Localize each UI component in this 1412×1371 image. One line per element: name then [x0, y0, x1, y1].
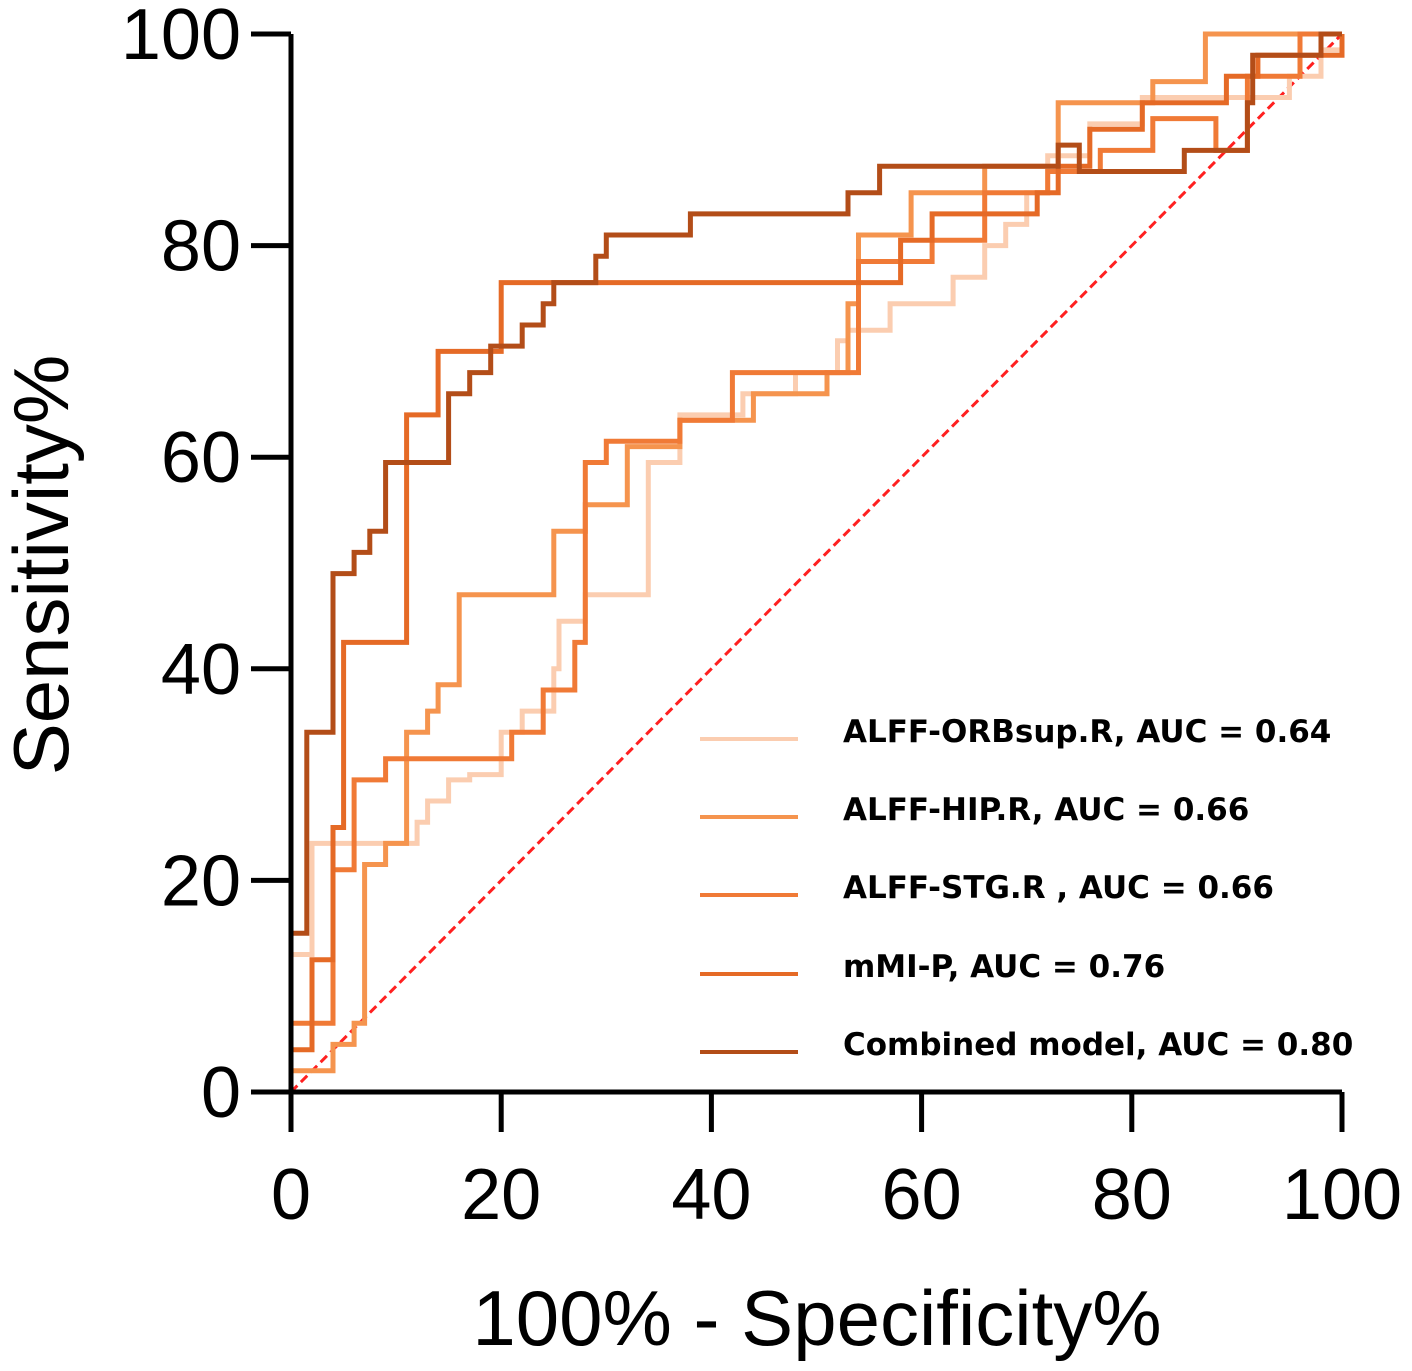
series-layer	[288, 31, 1345, 1092]
series-line-4	[288, 34, 1345, 1092]
y-tick-label: 60	[161, 418, 241, 498]
x-tick-label: 100	[1282, 1155, 1402, 1235]
series-line-3	[288, 31, 1342, 1092]
x-tick-label: 80	[1092, 1155, 1172, 1235]
y-tick-label: 20	[161, 841, 241, 921]
axes: 0 20 40 60 80 100 0 20 40 60 80 100	[121, 0, 1402, 1235]
legend-label: ALFF-STG.R , AUC = 0.66	[843, 870, 1274, 906]
y-tick-label: 40	[161, 630, 241, 710]
legend: ALFF-ORBsup.R, AUC = 0.64 ALFF-HIP.R, AUC…	[700, 714, 1353, 1063]
legend-label: ALFF-HIP.R, AUC = 0.66	[843, 792, 1249, 828]
series-line-5	[288, 31, 1342, 1092]
x-tick-label: 20	[461, 1155, 541, 1235]
y-ticks: 0 20 40 60 80 100	[121, 0, 291, 1133]
y-axis-title: Sensitivity%	[0, 355, 85, 775]
y-tick-label: 80	[161, 207, 241, 287]
x-axis-title: 100% - Specificity%	[472, 1274, 1161, 1362]
x-ticks: 0 20 40 60 80 100	[271, 1092, 1402, 1235]
y-tick-label: 100	[121, 0, 241, 75]
x-tick-label: 0	[271, 1155, 311, 1235]
legend-label: mMI-P, AUC = 0.76	[843, 949, 1165, 985]
reference-diagonal-line	[289, 32, 1344, 1094]
reference-line-layer	[289, 32, 1344, 1094]
y-tick-label: 0	[201, 1053, 241, 1133]
x-tick-label: 40	[671, 1155, 751, 1235]
x-tick-label: 60	[882, 1155, 962, 1235]
series-line-2	[288, 31, 1342, 1092]
legend-label: ALFF-ORBsup.R, AUC = 0.64	[843, 714, 1331, 750]
legend-label: Combined model, AUC = 0.80	[843, 1027, 1353, 1063]
